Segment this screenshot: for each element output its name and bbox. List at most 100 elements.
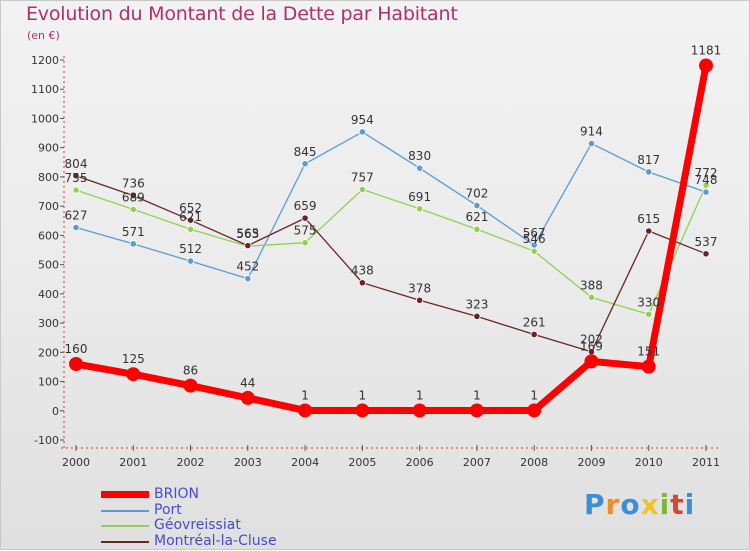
y-tick-label: 400: [38, 288, 59, 301]
data-label: 452: [236, 260, 259, 274]
y-tick-label: 300: [38, 317, 59, 330]
data-point: [129, 205, 137, 213]
data-label: 438: [351, 264, 374, 278]
data-label: 537: [695, 235, 718, 249]
data-label: 627: [65, 208, 88, 222]
data-label: 575: [294, 224, 317, 238]
y-tick-label: 200: [38, 346, 59, 359]
y-tick-label: 600: [38, 229, 59, 242]
logo-letter: x: [640, 488, 660, 521]
data-label: 755: [65, 171, 88, 185]
logo-letter: P: [584, 488, 606, 521]
legend-item: Géovreissiat: [101, 517, 321, 533]
x-tick-label: 2001: [119, 456, 147, 469]
data-label: 378: [408, 281, 431, 295]
data-point: [473, 201, 481, 210]
data-point: [527, 403, 542, 418]
legend-swatch: [101, 525, 149, 527]
data-point: [473, 225, 481, 233]
data-label: 125: [122, 352, 145, 366]
data-label: 1: [416, 388, 424, 402]
data-point: [645, 168, 653, 176]
data-point: [72, 186, 80, 194]
data-point: [416, 164, 424, 172]
legend-item: BRION: [101, 486, 321, 502]
data-point: [469, 403, 484, 418]
x-tick-label: 2009: [577, 456, 605, 469]
x-tick-label: 2004: [291, 456, 319, 469]
data-point: [530, 330, 538, 339]
y-tick-label: 500: [38, 259, 59, 272]
chart-unit-label: (en €): [27, 29, 60, 42]
data-label: 817: [637, 153, 660, 167]
x-tick-label: 2006: [406, 456, 434, 469]
data-label: 323: [465, 297, 488, 311]
y-tick-label: 900: [38, 142, 59, 155]
legend-swatch: [101, 509, 149, 512]
data-label: 757: [351, 170, 374, 184]
legend-swatch: [101, 491, 149, 498]
data-label: 914: [580, 125, 603, 139]
x-tick-label: 2002: [177, 456, 205, 469]
data-point: [645, 310, 653, 318]
legend-item: Montréal-la-Cluse: [101, 533, 321, 549]
series-line: [75, 64, 710, 414]
data-label: 845: [294, 145, 317, 159]
y-tick-label: 0: [52, 405, 59, 418]
data-point: [355, 403, 370, 418]
series-line: [75, 175, 707, 353]
data-label: 954: [351, 113, 374, 127]
data-label: 830: [408, 149, 431, 163]
y-tick-label: 700: [38, 200, 59, 213]
data-point: [702, 188, 710, 196]
data-label: 546: [523, 232, 546, 246]
x-tick-label: 2000: [62, 456, 90, 469]
data-label: 1: [359, 388, 367, 402]
x-tick-label: 2003: [234, 456, 262, 469]
data-label: 330: [637, 295, 660, 309]
data-point: [183, 378, 198, 393]
data-point: [186, 216, 195, 224]
data-label: 563: [236, 227, 259, 241]
data-point: [301, 214, 309, 222]
data-label: 169: [580, 339, 603, 353]
data-point: [186, 257, 195, 265]
data-point: [702, 250, 710, 258]
data-label: 151: [637, 345, 660, 359]
logo-letter: i: [684, 488, 696, 521]
data-point: [129, 240, 137, 248]
legend-item: Port: [101, 502, 321, 518]
data-point: [358, 128, 366, 136]
data-point: [298, 403, 313, 418]
data-point: [358, 279, 366, 287]
data-label: 512: [179, 242, 202, 256]
x-tick-label: 2010: [635, 456, 663, 469]
data-label: 621: [179, 210, 202, 224]
data-label: 615: [637, 212, 660, 226]
data-label: 804: [65, 157, 88, 171]
data-point: [641, 359, 656, 374]
legend-label: Montréal-la-Cluse: [154, 532, 277, 549]
legend-label: BRION: [154, 486, 199, 502]
data-point: [186, 225, 195, 233]
proxiti-logo: Proxiti: [584, 488, 695, 521]
data-label: 1: [530, 388, 538, 402]
data-label: 736: [122, 177, 145, 191]
data-point: [69, 357, 83, 371]
data-label: 86: [183, 364, 198, 378]
chart-title: Evolution du Montant de la Dette par Hab…: [26, 3, 458, 25]
data-label: 772: [695, 166, 718, 180]
data-label: 202: [580, 333, 603, 347]
chart-legend: BRION Port Géovreissiat Montréal-la-Cluse: [101, 486, 321, 549]
data-label: 702: [465, 187, 488, 201]
x-tick-label: 2007: [463, 456, 491, 469]
data-point: [584, 354, 599, 369]
data-point: [473, 312, 481, 320]
data-point: [699, 58, 713, 73]
data-label: 160: [65, 342, 88, 356]
data-label: 659: [294, 199, 317, 213]
data-point: [587, 293, 596, 301]
logo-letter: o: [620, 488, 641, 521]
